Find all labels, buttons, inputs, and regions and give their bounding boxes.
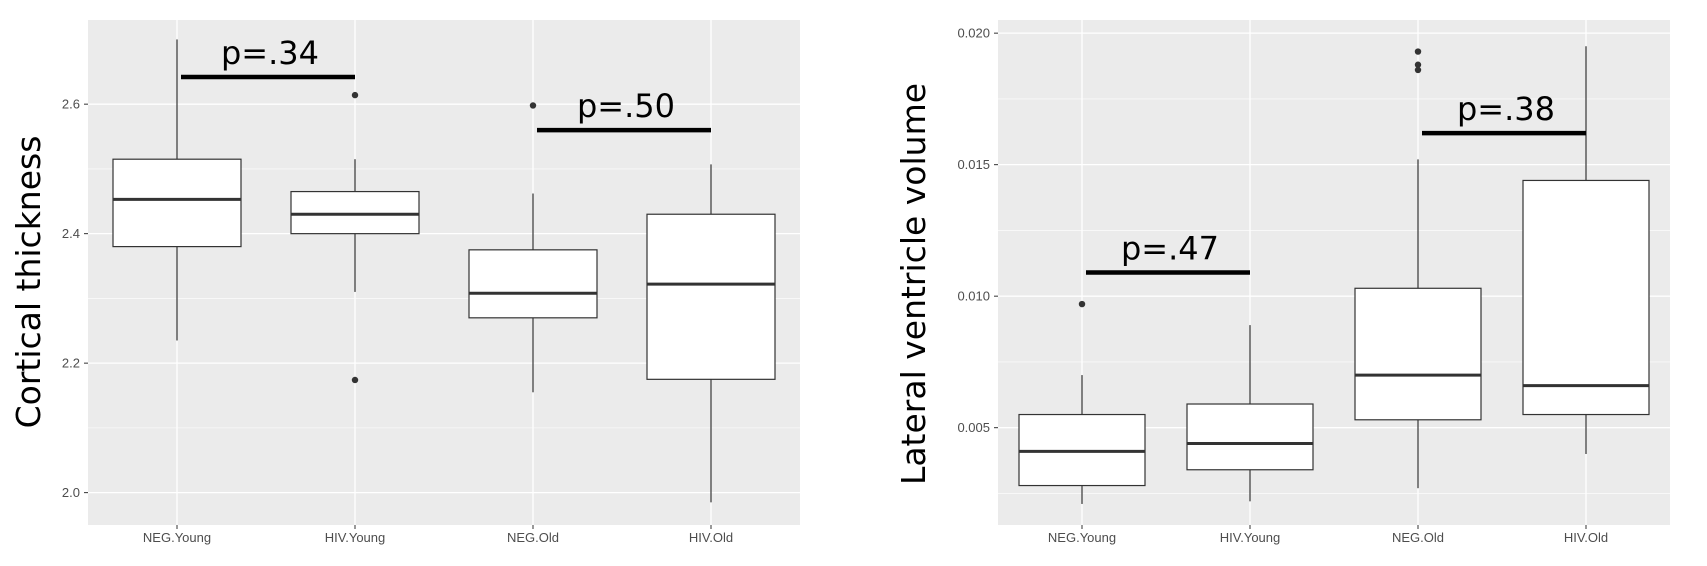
box-iqr	[290, 190, 420, 235]
box-HIV.Old	[1522, 46, 1650, 454]
box-NEG.Young	[112, 39, 242, 341]
p-value-label: p=.34	[221, 34, 319, 72]
x-tick-label: HIV.Young	[1220, 530, 1281, 545]
box-iqr	[1186, 403, 1314, 471]
box-NEG.Old	[1354, 48, 1482, 489]
chart-panel-2: 0.005 0.010 0.015 0.020 NEG.Young HIV.Young NE…	[894, 20, 1670, 545]
significance-annotation: p=.50	[537, 87, 711, 133]
outlier-point	[1078, 300, 1086, 308]
y-tick-label: 2.0	[62, 485, 80, 500]
y-tick-label: 0.015	[957, 157, 990, 172]
box-HIV.Old	[646, 164, 776, 503]
box-iqr	[112, 158, 242, 248]
x-tick-label: NEG.Young	[1048, 530, 1116, 545]
outlier-point	[1414, 61, 1422, 68]
y-axis-title: Cortical thickness	[9, 136, 48, 429]
p-value-label: p=.47	[1121, 230, 1219, 268]
outlier-point	[529, 102, 537, 109]
x-tick-label: HIV.Young	[325, 530, 386, 545]
y-axis-title: Lateral ventricle volume	[894, 83, 933, 485]
chart-panel-1: 2.0 2.2 2.4 2.6 NEG.Young HIV.Young NEG.Old HIV…	[9, 20, 800, 545]
y-tick-label: 2.4	[62, 226, 80, 241]
y-tick-label: 0.020	[957, 26, 990, 41]
outlier-point	[351, 376, 359, 384]
x-tick-label: NEG.Old	[507, 530, 559, 545]
significance-annotation: p=.34	[181, 34, 355, 80]
y-tick-label: 0.010	[957, 289, 990, 304]
x-tick-label: NEG.Young	[143, 530, 211, 545]
x-tick-label: HIV.Old	[689, 530, 733, 545]
outlier-point	[1414, 66, 1422, 74]
outlier-point	[1414, 48, 1422, 55]
y-tick-label: 2.2	[62, 356, 80, 371]
box-NEG.Old	[468, 102, 598, 393]
box-iqr	[646, 213, 776, 380]
box-iqr	[468, 249, 598, 319]
box-NEG.Young	[1018, 300, 1146, 504]
box-iqr	[1522, 179, 1650, 416]
box-iqr	[1354, 287, 1482, 421]
significance-annotation: p=.38	[1422, 90, 1586, 136]
x-tick-label: NEG.Old	[1392, 530, 1444, 545]
significance-annotation: p=.47	[1086, 230, 1250, 275]
p-value-label: p=.50	[577, 87, 675, 125]
y-tick-label: 2.6	[62, 97, 80, 112]
y-tick-label: 0.005	[957, 420, 990, 435]
p-value-label: p=.38	[1457, 90, 1555, 128]
outlier-point	[351, 91, 359, 99]
box-HIV.Young	[290, 91, 420, 384]
x-tick-label: HIV.Old	[1564, 530, 1608, 545]
box-HIV.Young	[1186, 325, 1314, 502]
